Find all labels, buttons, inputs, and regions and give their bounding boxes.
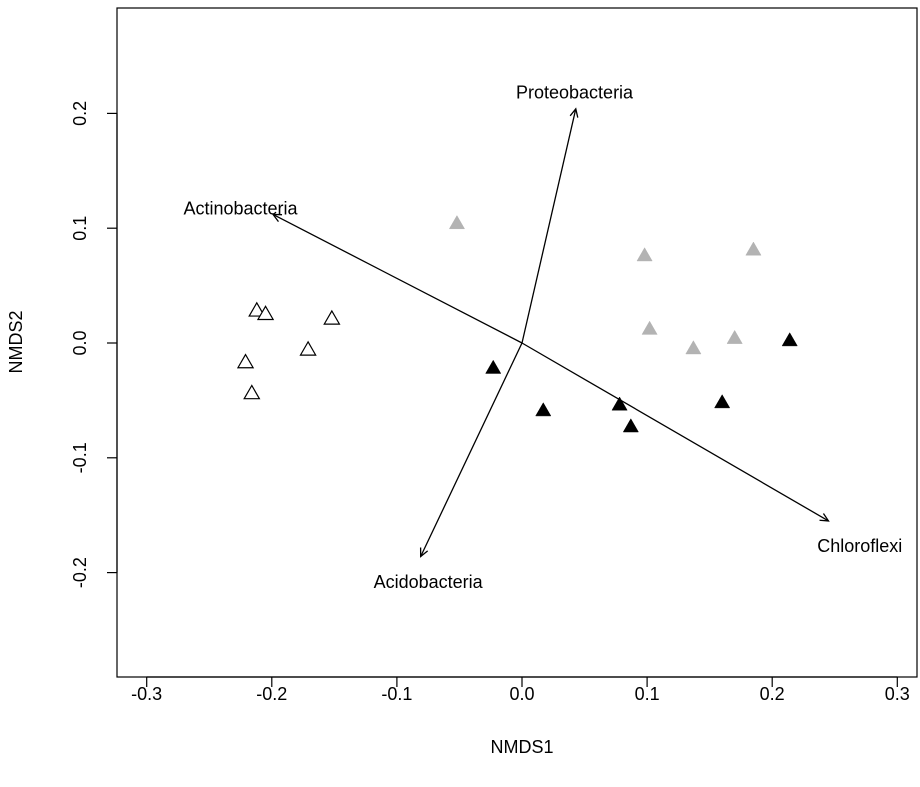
black-triangle-point	[781, 332, 798, 347]
data-points	[236, 215, 798, 433]
x-tick-label: 0.0	[509, 684, 534, 704]
vector-label: Proteobacteria	[516, 83, 634, 103]
black-triangle-point	[535, 402, 552, 417]
x-tick-label: -0.2	[256, 684, 287, 704]
open-triangle-point	[236, 353, 255, 369]
vector-line	[272, 213, 523, 344]
x-tick-label: 0.3	[885, 684, 910, 704]
y-tick-label: -0.1	[70, 442, 90, 473]
y-tick-label: 0.2	[70, 101, 90, 126]
open-triangle-point	[248, 301, 266, 317]
black-triangle-point	[622, 418, 639, 433]
gray-triangle-point	[685, 340, 702, 355]
y-axis-label: NMDS2	[6, 310, 26, 373]
vector-arrowhead	[569, 107, 579, 118]
gray-triangle-point	[745, 241, 762, 256]
vector-label: Chloroflexi	[817, 536, 902, 556]
x-tick-label: -0.3	[131, 684, 162, 704]
gray-triangle-point	[641, 320, 658, 335]
gray-triangle-point	[448, 215, 465, 230]
open-triangle-point	[323, 309, 341, 325]
x-axis: -0.3 -0.2 -0.1 0.0 0.1 0.2 0.3	[131, 676, 910, 704]
plot-frame	[116, 7, 918, 678]
vector-line	[420, 342, 523, 557]
open-triangle-point	[256, 305, 275, 321]
y-tick-label: 0.1	[70, 216, 90, 241]
vector-line	[521, 342, 829, 522]
black-triangle-point	[611, 396, 628, 411]
black-triangle-point	[485, 359, 502, 374]
black-triangle-point	[714, 394, 731, 409]
open-triangle-point	[299, 340, 317, 356]
y-tick-label: 0.0	[70, 330, 90, 355]
x-tick-label: 0.2	[760, 684, 785, 704]
vector-arrowhead	[271, 213, 283, 223]
gray-triangle-point	[636, 247, 653, 262]
x-axis-label: NMDS1	[490, 737, 553, 757]
vector-line	[521, 108, 577, 344]
vector-label: Actinobacteria	[183, 199, 298, 219]
y-tick-label: -0.2	[70, 557, 90, 588]
vector-label: Acidobacteria	[374, 572, 484, 592]
vector-arrowhead	[819, 513, 830, 522]
y-axis: -0.2 -0.1 0.0 0.1 0.2	[70, 101, 118, 588]
x-tick-label: -0.1	[381, 684, 412, 704]
x-tick-label: 0.1	[635, 684, 660, 704]
vector-arrowhead	[419, 547, 429, 558]
gray-triangle-point	[726, 329, 743, 344]
biplot-vectors: Proteobacteria Actinobacteria Chloroflexi A…	[183, 83, 902, 592]
open-triangle-point	[243, 384, 261, 400]
